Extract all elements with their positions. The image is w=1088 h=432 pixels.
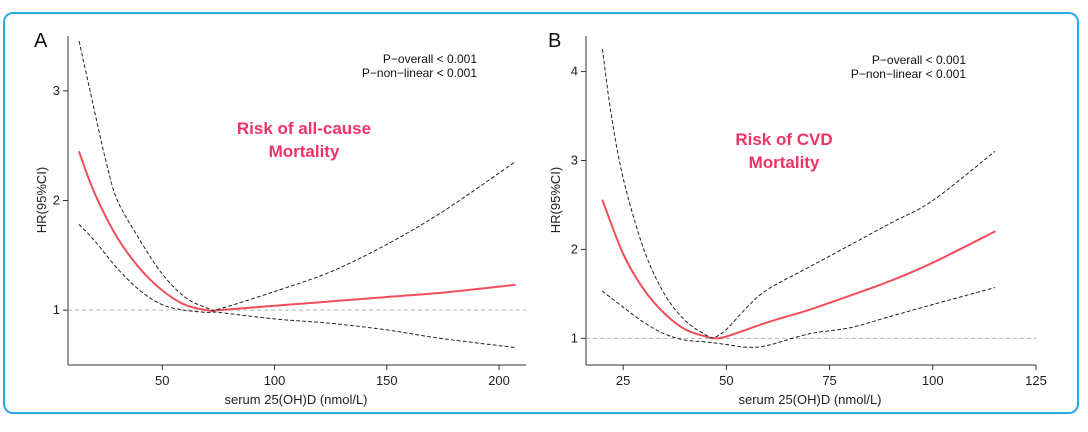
panel-b-p-overall: P−overall < 0.001: [872, 53, 966, 67]
panel-a-risk-label-line1: Risk of all-cause: [237, 119, 371, 138]
panel-b-upper-ci-line: [602, 48, 996, 339]
panel-b-y-tick-label: 1: [571, 330, 578, 345]
panel-a-risk-label-line2: Mortality: [269, 142, 340, 161]
panel-a-y-axis-title: HR(95%CI): [34, 167, 49, 233]
panel-a-x-tick-label: 50: [155, 373, 169, 388]
panel-b-p-nonlinear: P−non−linear < 0.001: [851, 67, 966, 81]
panel-b-y-tick-label: 2: [571, 241, 578, 256]
panel-b-x-tick-label: 125: [1025, 373, 1047, 388]
panel-b-ticks-layer: 25 50 75 100 125 1 2 3 4: [571, 64, 1047, 388]
panel-b-x-tick-label: 50: [719, 373, 733, 388]
panel-a-y-tick-label: 1: [53, 302, 60, 317]
panel-b-x-tick-label: 25: [616, 373, 630, 388]
panel-a-x-tick-label: 200: [488, 373, 510, 388]
panel-b: B 25 50 75 100 125 1 2 3 4 P−overall < 0.001 P−n…: [548, 30, 1047, 407]
panel-b-y-tick-label: 3: [571, 152, 578, 167]
panel-b-y-axis-title: HR(95%CI): [548, 167, 563, 233]
panel-b-lower-ci-line: [602, 287, 996, 348]
panel-a-ticks-layer: 50 100 150 200 1 2 3: [53, 83, 510, 388]
panel-a-letter: A: [34, 30, 48, 52]
panel-a-p-overall: P−overall < 0.001: [383, 52, 477, 66]
panel-b-hr-line: [601, 199, 996, 340]
panel-b-risk-label-line2: Mortality: [749, 153, 820, 172]
panel-a-x-axis-title: serum 25(OH)D (nmol/L): [224, 392, 367, 407]
panel-a-lines-layer: [78, 41, 516, 348]
panel-b-lines-layer: [601, 48, 996, 348]
panel-b-letter: B: [548, 30, 561, 52]
panel-b-x-tick-label: 100: [922, 373, 944, 388]
panel-a-lower-ci-line: [78, 224, 516, 348]
panel-b-x-axis-title: serum 25(OH)D (nmol/L): [738, 392, 881, 407]
panel-a-upper-ci-line: [78, 41, 516, 311]
panel-a: A 50 100 150 200 1 2 3 P−overall < 0.001 P−non…: [34, 30, 526, 407]
panel-a-y-tick-label: 3: [53, 83, 60, 98]
panel-a-x-tick-label: 100: [264, 373, 286, 388]
panel-a-hr-line: [78, 151, 516, 312]
panel-a-y-tick-label: 2: [53, 193, 60, 208]
panel-a-x-tick-label: 150: [376, 373, 398, 388]
panel-a-p-nonlinear: P−non−linear < 0.001: [362, 66, 477, 80]
panel-b-y-tick-label: 4: [571, 64, 578, 79]
panel-b-risk-label-line1: Risk of CVD: [735, 130, 832, 149]
figure-frame: [3, 12, 1079, 414]
panel-b-x-tick-label: 75: [822, 373, 836, 388]
